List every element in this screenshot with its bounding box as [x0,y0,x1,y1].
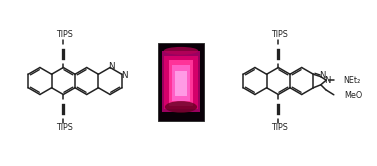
Bar [175,71,187,96]
Ellipse shape [164,47,198,55]
Ellipse shape [165,101,197,113]
Bar [173,65,190,101]
Bar [158,43,204,121]
Text: N: N [319,71,325,80]
Bar [169,60,193,106]
Text: TIPS: TIPS [271,123,288,132]
Text: TIPS: TIPS [56,123,73,132]
Bar [162,51,200,112]
Text: TIPS: TIPS [56,30,73,39]
Text: N: N [325,76,331,85]
Text: TIPS: TIPS [271,30,288,39]
Text: N: N [121,71,128,80]
Text: N: N [108,62,114,71]
Bar [164,56,198,109]
Text: MeO: MeO [344,91,362,100]
Text: NEt₂: NEt₂ [343,76,360,85]
